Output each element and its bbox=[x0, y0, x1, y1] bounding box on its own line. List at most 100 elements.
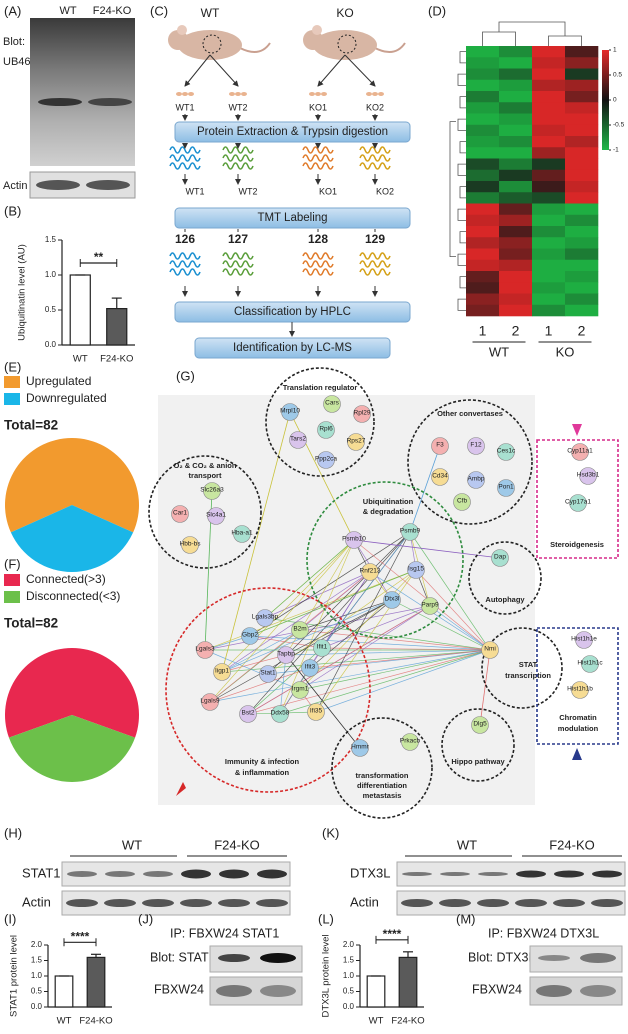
blot-band bbox=[256, 899, 288, 907]
y-tick-label: 0.0 bbox=[343, 1002, 355, 1011]
x-tick-label: F24-KO bbox=[391, 1016, 424, 1027]
heat-cell bbox=[499, 304, 533, 317]
protein-node bbox=[271, 705, 289, 723]
peptide bbox=[359, 162, 391, 170]
heat-cell bbox=[466, 237, 500, 249]
target-label: STAT1 bbox=[22, 865, 61, 880]
sample-label: KO1 bbox=[309, 102, 327, 112]
heat-cell bbox=[565, 102, 599, 114]
tissue bbox=[366, 92, 372, 96]
heat-cell bbox=[499, 46, 533, 58]
dendrogram bbox=[457, 298, 466, 311]
interaction-edge bbox=[409, 531, 491, 651]
y-tick-label: 1.0 bbox=[343, 971, 355, 980]
legend-label: Upregulated bbox=[26, 374, 91, 388]
tissue bbox=[372, 92, 378, 96]
y-axis-label: STAT1 protein level bbox=[9, 935, 20, 1017]
heat-cell bbox=[466, 271, 500, 283]
heat-cell bbox=[466, 124, 500, 137]
gene-label: Lgals9 bbox=[200, 698, 220, 705]
interaction-edge bbox=[309, 649, 491, 669]
heat-cell bbox=[466, 181, 500, 193]
heat-cell bbox=[532, 248, 566, 261]
cluster-title: Immunity & infection bbox=[225, 757, 300, 766]
tissue bbox=[229, 92, 235, 96]
legend-swatch bbox=[4, 393, 20, 405]
heat-cell bbox=[466, 79, 500, 92]
cluster-outline bbox=[331, 717, 433, 819]
protein-node bbox=[401, 523, 419, 541]
protein-node bbox=[323, 395, 341, 413]
interaction-edge bbox=[315, 649, 491, 713]
gene-label: Car1 bbox=[173, 510, 187, 517]
blot-band bbox=[219, 869, 249, 879]
dendrogram bbox=[459, 141, 466, 154]
heat-cell bbox=[532, 46, 566, 58]
cluster-outline bbox=[441, 708, 515, 782]
heat-cell bbox=[565, 259, 599, 272]
mouse-body bbox=[313, 30, 377, 60]
heat-cell bbox=[565, 79, 599, 92]
group-label: WT bbox=[122, 837, 142, 852]
peptide bbox=[302, 146, 334, 154]
mouse-head bbox=[168, 30, 188, 50]
gene-label: Dap bbox=[494, 554, 506, 561]
blot-band bbox=[592, 870, 622, 878]
mouse-body bbox=[178, 30, 242, 60]
protein-node bbox=[289, 431, 307, 449]
loading-label: Actin bbox=[350, 894, 379, 909]
heat-cell bbox=[565, 181, 599, 193]
interaction-edge bbox=[204, 605, 431, 651]
protein-node bbox=[317, 421, 335, 439]
heat-cell bbox=[466, 203, 500, 216]
heat-cell bbox=[499, 124, 533, 137]
group-label: WT bbox=[201, 6, 220, 20]
legend-swatch bbox=[4, 376, 20, 388]
gene-label: Ddx58 bbox=[271, 710, 290, 717]
heat-cell bbox=[466, 57, 500, 69]
blot-band bbox=[218, 954, 250, 962]
interaction-edge bbox=[247, 647, 323, 715]
blot-band bbox=[401, 899, 433, 907]
protein-node bbox=[569, 494, 587, 512]
heat-cell bbox=[499, 147, 533, 159]
pointer-arrow bbox=[176, 782, 186, 796]
x-tick-label: WT bbox=[73, 354, 88, 365]
gene-label: Nmi bbox=[484, 646, 496, 653]
gene-label: Isg15 bbox=[408, 566, 424, 573]
loading-label: Actin bbox=[3, 180, 27, 192]
blot-band bbox=[38, 98, 82, 106]
panel-label: (B) bbox=[4, 203, 21, 218]
blot-band bbox=[260, 985, 296, 997]
bar bbox=[69, 274, 91, 346]
interaction-edge bbox=[353, 539, 491, 651]
blot-band bbox=[440, 872, 470, 876]
interaction-edge bbox=[264, 571, 371, 619]
heat-cell bbox=[466, 304, 500, 317]
interaction-edge bbox=[249, 569, 417, 637]
interaction-edge bbox=[299, 605, 431, 691]
cluster-title: & degradation bbox=[363, 507, 414, 516]
heat-cell bbox=[532, 192, 566, 204]
dendrogram bbox=[457, 118, 466, 131]
cluster-title: transcription bbox=[505, 671, 551, 680]
arrow bbox=[317, 54, 346, 87]
gene-label: Hba-a1 bbox=[231, 530, 253, 537]
interaction-edge bbox=[279, 654, 287, 715]
sample-label: KO1 bbox=[319, 186, 337, 196]
blot-band bbox=[477, 899, 509, 907]
tissue bbox=[378, 92, 384, 96]
mouse-target bbox=[337, 34, 357, 54]
heat-cell bbox=[499, 68, 533, 81]
gene-label: Psmb9 bbox=[400, 528, 421, 535]
mouse-tail bbox=[239, 42, 271, 53]
blot-band bbox=[66, 899, 98, 907]
heat-cell bbox=[565, 169, 599, 182]
interaction-edge bbox=[221, 411, 291, 673]
blot-label: Blot: DTX3L bbox=[468, 950, 535, 964]
blot-band bbox=[88, 98, 132, 106]
legend-swatch bbox=[4, 591, 20, 603]
protein-node bbox=[281, 403, 299, 421]
heat-cell bbox=[466, 214, 500, 227]
heat-cell bbox=[499, 158, 533, 171]
